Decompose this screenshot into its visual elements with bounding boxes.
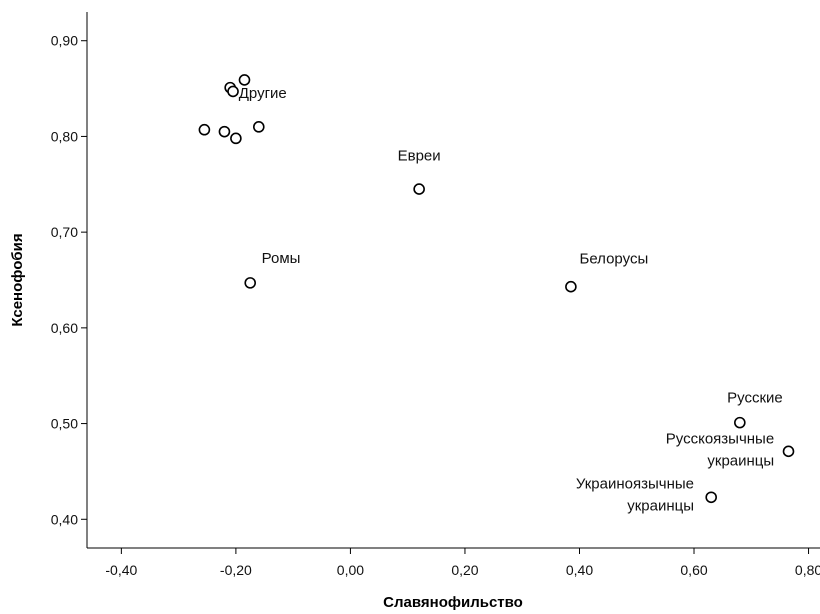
y-axis-title: Ксенофобия xyxy=(9,233,26,326)
point-label: Украиноязычные xyxy=(576,476,694,493)
point-label: украинцы xyxy=(707,453,774,470)
data-point xyxy=(734,416,746,429)
point-label: Русскоязычные xyxy=(666,431,774,448)
data-point xyxy=(227,85,239,98)
point-label: Другие xyxy=(239,85,287,102)
data-point xyxy=(238,74,251,86)
data-point xyxy=(252,121,265,133)
y-tick-label: 0,60 xyxy=(51,320,78,336)
x-tick-label: 0,00 xyxy=(337,562,364,578)
data-point xyxy=(413,183,425,195)
x-tick-label: 0,20 xyxy=(451,562,478,578)
x-tick-label: 0,40 xyxy=(566,562,593,578)
point-label: Ромы xyxy=(262,250,301,267)
x-tick-label: 0,80 xyxy=(795,562,820,578)
point-label: Евреи xyxy=(398,147,441,164)
data-point xyxy=(782,445,795,458)
plot-area xyxy=(87,12,820,548)
x-axis-title: Славянофильство xyxy=(383,594,523,611)
y-tick-label: 0,40 xyxy=(51,511,78,527)
y-tick-label: 0,80 xyxy=(51,128,78,144)
data-point xyxy=(230,132,242,145)
point-label: Белорусы xyxy=(579,251,648,268)
y-axis-ticks: 0,40 0,50 0,60 0,70 0,80 0,90 xyxy=(51,33,87,527)
x-tick-label: -0,40 xyxy=(105,562,137,578)
data-points xyxy=(198,74,795,504)
data-point xyxy=(565,280,577,293)
point-annotations: Другие Евреи Ромы Белорусы Русские Русскоязыч… xyxy=(239,85,783,515)
y-tick-label: 0,50 xyxy=(51,416,78,432)
data-point xyxy=(705,491,717,504)
data-point xyxy=(198,123,211,136)
y-tick-label: 0,90 xyxy=(51,33,78,49)
x-tick-label: 0,60 xyxy=(680,562,707,578)
data-point xyxy=(218,125,231,138)
data-point xyxy=(244,277,257,289)
point-label: украинцы xyxy=(627,498,694,515)
x-axis-ticks: -0,40 -0,20 0,00 0,20 0,40 0,60 0,80 xyxy=(105,548,820,578)
y-tick-label: 0,70 xyxy=(51,224,78,240)
point-label: Русские xyxy=(727,390,783,407)
x-tick-label: -0,20 xyxy=(220,562,252,578)
